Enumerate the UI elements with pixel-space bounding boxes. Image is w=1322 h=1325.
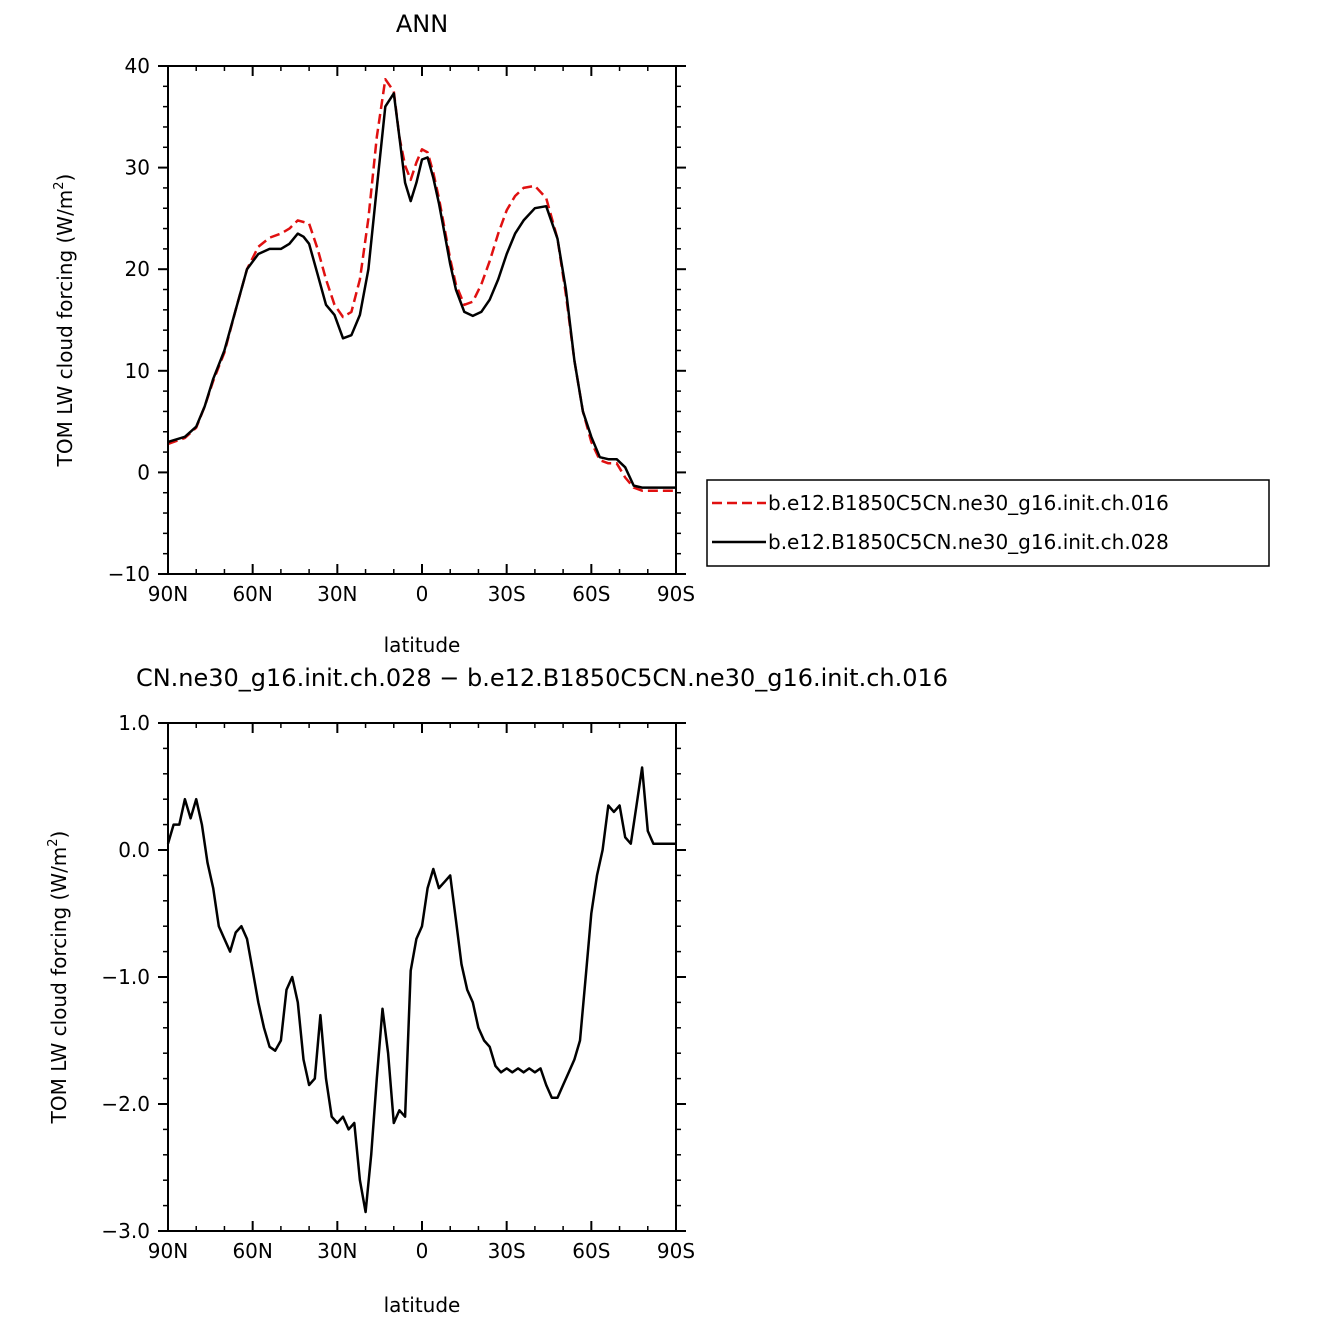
top-plot-frame <box>167 65 677 575</box>
x-tick-label: 30N <box>317 1239 357 1263</box>
x-tick-label: 30S <box>488 1239 526 1263</box>
y-tick-label: 20 <box>125 257 150 281</box>
legend-label-028: b.e12.B1850C5CN.ne30_g16.init.ch.028 <box>768 530 1169 554</box>
x-tick-label: 0 <box>416 582 429 606</box>
x-tick-label: 90N <box>148 1239 188 1263</box>
legend-box <box>706 479 1270 567</box>
x-tick-label: 60N <box>232 1239 272 1263</box>
top-ticks-group: 90N 60N 30N 0 30S 60S 90S −10 0 10 20 30 40 <box>108 54 695 606</box>
y-tick-label: −3.0 <box>101 1219 150 1243</box>
bottom-x-axis-label: latitude <box>384 1293 461 1317</box>
bottom-y-axis-label: TOM LW cloud forcing (W/m2) <box>46 831 71 1125</box>
y-tick-label: 0 <box>137 460 150 484</box>
y-tick-label: −10 <box>108 562 150 586</box>
y-tick-label: 0.0 <box>118 838 150 862</box>
x-tick-label: 30S <box>488 582 526 606</box>
series-line-0-1 <box>167 92 676 489</box>
y-tick-label: 40 <box>125 54 150 78</box>
series-line-0-0 <box>167 77 676 492</box>
bottom-ticks-group: 90N 60N 30N 0 30S 60S 90S −3.0 −2.0 −1.0 0.0 1.0 <box>101 711 695 1263</box>
legend-label-016: b.e12.B1850C5CN.ne30_g16.init.ch.016 <box>768 491 1169 515</box>
top-y-axis-label: TOM LW cloud forcing (W/m2) <box>52 174 77 468</box>
bottom-chart-title: CN.ne30_g16.init.ch.028 − b.e12.B1850C5C… <box>136 664 948 692</box>
legend: b.e12.B1850C5CN.ne30_g16.init.ch.016 b.e… <box>706 479 1270 567</box>
bottom-plot-frame <box>167 722 677 1232</box>
series-line-1-0 <box>166 766 676 1214</box>
y-tick-label: 1.0 <box>118 711 150 735</box>
top-chart-title: ANN <box>396 10 448 38</box>
x-tick-label: 60N <box>232 582 272 606</box>
top-panel: ANN 90N 60N 30N 0 30S 60S 90S −10 0 10 20 30 40 lati… <box>52 10 1270 657</box>
top-series-group <box>167 77 676 492</box>
x-tick-label: 30N <box>317 582 357 606</box>
y-tick-label: 10 <box>125 359 150 383</box>
x-tick-label: 90S <box>657 1239 695 1263</box>
x-tick-label: 90N <box>148 582 188 606</box>
y-tick-label: 30 <box>125 156 150 180</box>
y-tick-label: −2.0 <box>101 1092 150 1116</box>
top-x-axis-label: latitude <box>384 633 461 657</box>
bottom-panel: CN.ne30_g16.init.ch.028 − b.e12.B1850C5C… <box>46 664 948 1317</box>
y-tick-label: −1.0 <box>101 965 150 989</box>
x-tick-label: 60S <box>572 1239 610 1263</box>
x-tick-label: 90S <box>657 582 695 606</box>
bottom-series-group <box>166 766 676 1214</box>
x-tick-label: 60S <box>572 582 610 606</box>
x-tick-label: 0 <box>416 1239 429 1263</box>
